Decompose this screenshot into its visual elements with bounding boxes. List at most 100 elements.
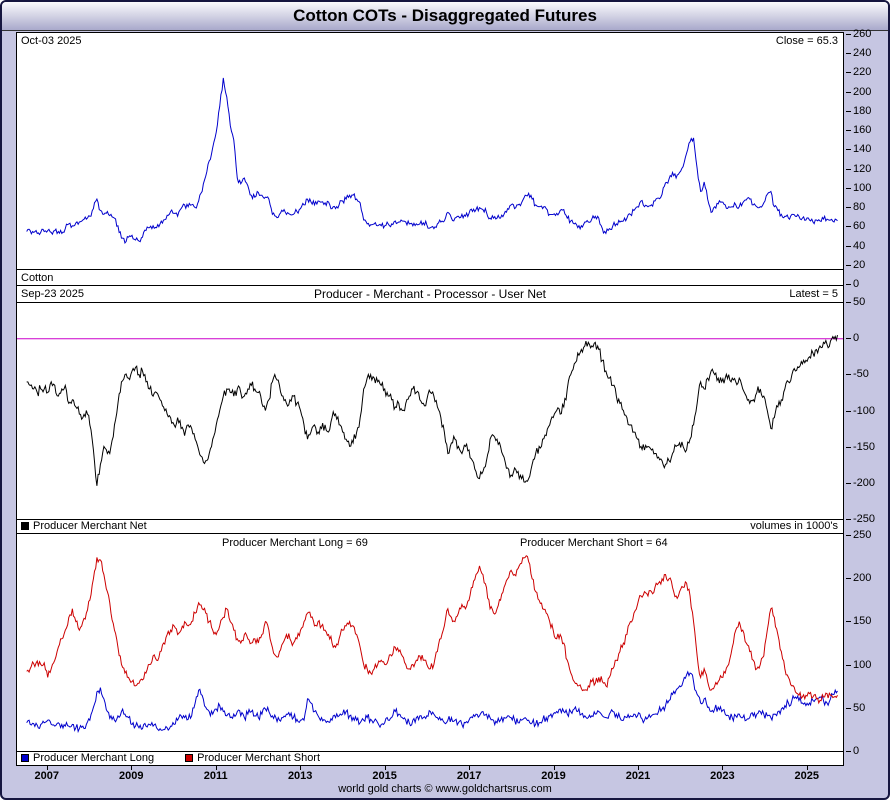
y-axis-tick-label: 220: [853, 66, 872, 79]
net-footer-divider: [17, 519, 843, 520]
series-line: [26, 334, 838, 486]
x-axis-tickmark: [131, 766, 133, 770]
y-axis-tickmark: [846, 91, 851, 93]
price-panel: Oct-03 2025 Close = 65.3 Cotton: [16, 32, 844, 286]
y-axis-tick-label: 150: [853, 615, 872, 628]
x-axis-tickmark: [384, 766, 386, 770]
x-axis-tick-label: 2007: [34, 770, 60, 782]
title-bar: Cotton COTs - Disaggregated Futures: [2, 2, 888, 31]
y-axis-tick-label: 200: [853, 85, 872, 98]
y-axis-tick-label: -50: [853, 368, 869, 381]
y-axis-tickmark: [846, 168, 851, 170]
x-axis-tickmark: [469, 766, 471, 770]
ls-footer-divider: [17, 751, 843, 752]
y-axis-tickmark: [846, 621, 851, 623]
legend-swatch-short: [185, 754, 194, 762]
y-axis-tickmark: [846, 751, 851, 752]
y-axis-tick-label: -250: [853, 513, 876, 525]
y-axis-tick-label: 140: [853, 143, 872, 156]
y-axis-tickmark: [846, 245, 851, 247]
x-axis-tick-label: 2025: [794, 770, 820, 782]
net-date-label: Sep-23 2025: [21, 288, 84, 300]
y-axis-tick-label: 0: [853, 278, 860, 290]
y-axis-tick-label: 0: [853, 332, 860, 345]
x-axis-tick-label: 2011: [203, 770, 228, 782]
y-axis-tick-label: -200: [853, 476, 876, 489]
ls-legend-label-short: Producer Merchant Short: [197, 752, 321, 764]
y-axis-tickmark: [846, 149, 851, 151]
x-axis-tickmark: [46, 766, 48, 770]
y-axis-tick-label: 240: [853, 47, 872, 60]
y-axis-tickmark: [846, 482, 851, 484]
price-footer-divider: [17, 269, 843, 270]
net-chart: [17, 334, 843, 486]
y-axis-tick-label: 60: [853, 220, 866, 233]
long-latest-label: Producer Merchant Long = 69: [222, 537, 368, 549]
y-axis-tick-label: 120: [853, 162, 872, 175]
x-axis-tick-label: 2015: [372, 770, 397, 782]
price-series-name: Cotton: [21, 272, 54, 284]
x-axis-tick-label: 2023: [710, 770, 735, 782]
y-axis-tickmark: [846, 53, 851, 55]
footer-credit: world gold charts © www.goldchartsrus.co…: [338, 783, 552, 795]
y-axis-tickmark: [846, 187, 851, 189]
ls-legend-label-long: Producer Merchant Long: [33, 752, 155, 764]
x-axis-tick-label: 2013: [287, 770, 313, 782]
y-axis-labels: 0 20 40 60 80 100 120 140 160 180 200 220 240 260 -250…: [846, 2, 888, 798]
x-axis-tickmark: [638, 766, 639, 770]
y-axis-tickmark: [846, 284, 851, 285]
y-axis-tickmark: [846, 578, 851, 580]
y-axis-tickmark: [846, 410, 851, 412]
y-axis-tickmark: [846, 302, 851, 303]
y-axis-tickmark: [846, 374, 851, 376]
y-axis-tickmark: [846, 226, 851, 228]
y-axis-tickmark: [846, 130, 851, 132]
ls-legend: Producer Merchant Long Producer Merchant…: [21, 752, 348, 764]
y-axis-tickmark: [846, 519, 851, 520]
y-axis-tick-label: 0: [853, 745, 860, 757]
net-title: Producer - Merchant - Processor - User N…: [313, 287, 547, 301]
x-axis-tickmark: [300, 766, 302, 770]
series-line: [26, 555, 838, 705]
x-axis-tickmark: [722, 766, 724, 770]
y-axis-tickmark: [846, 707, 851, 709]
y-axis-tick-label: 100: [853, 181, 872, 194]
y-axis-tickmark: [846, 338, 851, 340]
y-axis-tick-label: 40: [853, 239, 866, 252]
long-short-panel: Producer Merchant Long = 69 Producer Mer…: [16, 533, 844, 766]
legend-swatch-long: [21, 754, 29, 762]
x-axis-tick-label: 2017: [456, 770, 482, 782]
y-axis-tickmark: [846, 110, 851, 112]
y-axis-tick-label: 180: [853, 104, 872, 117]
price-close-label: Close = 65.3: [775, 35, 838, 47]
y-axis-tickmark: [846, 207, 851, 209]
y-axis-tickmark: [846, 664, 851, 666]
y-axis-tick-label: 50: [853, 701, 866, 714]
series-line: [26, 670, 838, 734]
y-axis-tickmark: [846, 446, 851, 448]
y-axis-tick-label: 260: [853, 28, 872, 40]
short-latest-label: Producer Merchant Short = 64: [520, 537, 668, 549]
y-axis-tickmark: [846, 264, 851, 266]
ls-legend-item-long: Producer Merchant Long: [21, 752, 154, 764]
y-axis-tick-label: 160: [853, 124, 872, 137]
price-date-label: Oct-03 2025: [21, 35, 82, 47]
y-axis-tick-label: 50: [853, 296, 866, 308]
legend-swatch-net: [21, 522, 29, 530]
y-axis-tick-label: 200: [853, 572, 872, 585]
page-title: Cotton COTs - Disaggregated Futures: [293, 6, 597, 25]
x-axis-tickmark: [553, 766, 555, 770]
net-panel: Sep-23 2025 Producer - Merchant - Proces…: [16, 285, 844, 534]
price-chart: [26, 77, 838, 244]
y-axis-tick-label: -150: [853, 440, 876, 453]
x-axis-tick-label: 2021: [625, 770, 651, 782]
series-line: [26, 77, 838, 244]
long-short-chart: [26, 555, 838, 734]
y-axis-tick-label: -100: [853, 404, 876, 417]
x-axis-tick-label: 2009: [119, 770, 144, 782]
y-axis-tickmark: [846, 72, 851, 74]
y-axis-tick-label: 100: [853, 658, 872, 671]
x-axis-labels: 2007 2009 2011 2013 2015 2017 2019 2021 2023 2025: [16, 766, 844, 784]
net-latest-label: Latest = 5: [789, 288, 838, 300]
